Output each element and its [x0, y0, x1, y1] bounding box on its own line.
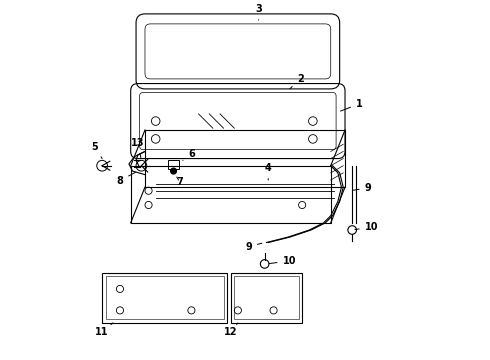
Bar [234, 276, 298, 319]
Text: 12: 12 [224, 323, 238, 337]
Text: 10: 10 [269, 256, 296, 266]
Bar [145, 130, 345, 187]
Text: 11: 11 [96, 323, 113, 337]
Bar [231, 273, 302, 323]
Bar [131, 166, 331, 223]
Bar [102, 273, 227, 323]
Circle shape [171, 168, 176, 174]
Text: 5: 5 [92, 141, 102, 158]
Text: 1: 1 [341, 99, 363, 111]
Text: 2: 2 [290, 74, 304, 89]
Text: 6: 6 [183, 149, 195, 161]
Text: 7: 7 [176, 177, 183, 187]
Text: 10: 10 [355, 222, 378, 232]
Bar [106, 276, 223, 319]
Bar [168, 160, 179, 169]
Text: 9: 9 [245, 242, 262, 252]
Text: 13: 13 [131, 138, 145, 158]
Text: 8: 8 [117, 172, 135, 185]
Text: 4: 4 [265, 163, 271, 180]
Text: 3: 3 [255, 4, 262, 20]
Text: 9: 9 [353, 183, 371, 193]
